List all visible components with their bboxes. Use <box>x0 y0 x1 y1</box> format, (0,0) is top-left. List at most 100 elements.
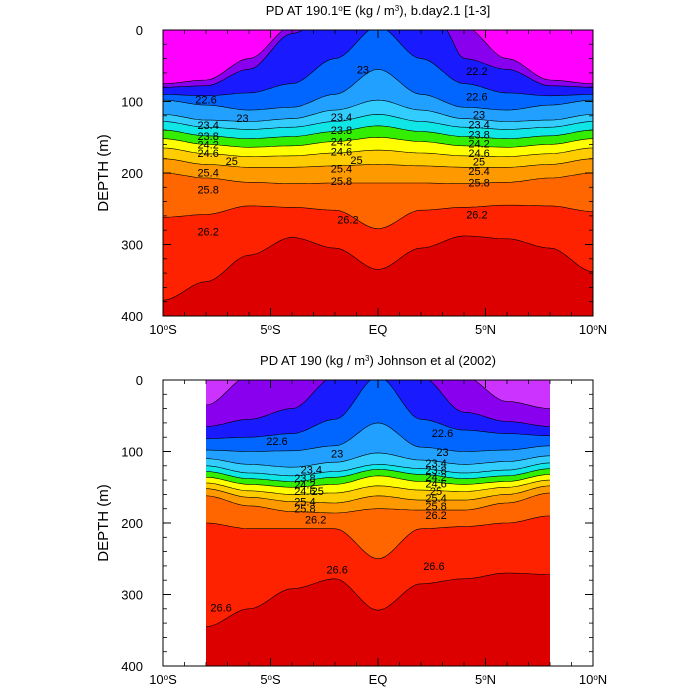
contour-label: 24.6 <box>197 148 218 160</box>
contour-line <box>163 99 593 122</box>
contour-label: 24.2 <box>294 479 315 491</box>
contour-label: 24.2 <box>468 139 489 151</box>
contour-label: 23 <box>473 109 485 121</box>
contour-line <box>205 462 551 477</box>
y-tick-label: 100 <box>121 445 143 460</box>
x-tick-label: 10oS <box>149 322 177 337</box>
contour-label: 25.4 <box>331 164 352 176</box>
contour-label: 22.6 <box>266 436 287 448</box>
x-tick-label: EQ <box>369 672 388 687</box>
contour-line <box>163 136 593 148</box>
contour-label: 25.8 <box>468 177 489 189</box>
chart-title: PD AT 190.1oE (kg / m3), b.day2.1 [1-3] <box>266 3 491 18</box>
contour-label: 24.6 <box>425 479 446 491</box>
x-tick-label: 10oS <box>149 672 177 687</box>
contour-line <box>205 452 551 468</box>
contour-label: 26.2 <box>337 214 358 226</box>
contour-line <box>163 158 593 168</box>
x-tick-label: 5oS <box>260 322 281 337</box>
contour-label: 23 <box>436 447 448 459</box>
contour-label: 25.8 <box>331 176 352 188</box>
contour-label: 24.6 <box>294 486 315 498</box>
contour-line <box>205 468 551 482</box>
chart-title: PD AT 190 (kg / m3) Johnson et al (2002) <box>260 353 496 368</box>
contour-line <box>205 474 551 488</box>
contour-line <box>205 485 551 504</box>
contour-label: 25.4 <box>197 167 218 179</box>
y-tick-label: 300 <box>121 588 143 603</box>
contour-label: 23 <box>331 449 343 461</box>
contour-label: 22.6 <box>432 428 453 440</box>
contour-label: 23 <box>357 64 369 76</box>
contour-label: 26.2 <box>197 227 218 239</box>
contour-label: 25 <box>350 155 362 167</box>
contour-line <box>163 30 593 84</box>
contour-label: 23.4 <box>425 458 446 470</box>
contour-line <box>163 204 593 230</box>
contour-label: 25.8 <box>197 184 218 196</box>
y-tick-label: 0 <box>136 373 143 388</box>
contour-label: 25 <box>226 156 238 168</box>
contour-label: 25.4 <box>425 493 446 505</box>
contour-line <box>205 515 551 560</box>
contour-label: 24.6 <box>331 147 352 159</box>
contour-label: 26.2 <box>425 510 446 522</box>
contour-line <box>163 68 593 111</box>
contour-label: 22.6 <box>195 94 216 106</box>
contour-line <box>205 380 551 427</box>
contour-line <box>205 572 550 627</box>
contour-label: 26.2 <box>466 209 487 221</box>
y-tick-label: 0 <box>136 23 143 38</box>
y-tick-label: 300 <box>121 238 143 253</box>
contour-label: 23.4 <box>197 120 218 132</box>
density-band <box>163 235 593 316</box>
contour-label: 23 <box>236 113 248 125</box>
contour-line <box>205 492 551 514</box>
x-tick-label: 10oN <box>579 672 607 687</box>
contour-label: 23.4 <box>301 464 322 476</box>
contour-label: 25.4 <box>468 166 489 178</box>
x-tick-label: 5oN <box>475 672 496 687</box>
x-tick-label: 5oS <box>260 672 281 687</box>
contour-label: 22.6 <box>466 91 487 103</box>
contour-label: 22.2 <box>466 66 487 78</box>
y-axis-label: DEPTH (m) <box>95 484 112 562</box>
contour-label: 25 <box>473 157 485 169</box>
contour-label: 23.8 <box>294 473 315 485</box>
contour-line <box>206 422 551 452</box>
contour-line <box>163 30 593 97</box>
contour-label: 25 <box>430 486 442 498</box>
contour-label: 23.8 <box>425 465 446 477</box>
y-tick-label: 200 <box>121 166 143 181</box>
contour-line <box>163 125 593 140</box>
contour-label: 24.6 <box>468 148 489 160</box>
contour-label: 24.2 <box>331 137 352 149</box>
contour-label: 24.2 <box>425 472 446 484</box>
contour-label: 24.2 <box>197 139 218 151</box>
contour-label: 23.4 <box>331 112 352 124</box>
contour-label: 25.4 <box>294 497 315 509</box>
contour-label: 23.8 <box>468 129 489 141</box>
density-band <box>206 573 550 666</box>
contour-line <box>205 380 551 409</box>
x-tick-label: 5oN <box>475 322 496 337</box>
y-tick-label: 400 <box>121 309 143 324</box>
contour-label: 23.8 <box>331 125 352 137</box>
contour-line <box>163 235 593 301</box>
contour-line <box>163 172 593 184</box>
contour-line <box>163 114 593 130</box>
contour-line <box>163 147 593 157</box>
contour-line <box>205 479 551 495</box>
x-tick-label: EQ <box>369 322 388 337</box>
contour-label: 23.8 <box>197 131 218 143</box>
contour-label: 26.6 <box>210 602 231 614</box>
contour-label: 26.2 <box>305 514 326 526</box>
contour-label: 25 <box>312 486 324 498</box>
contour-label: 25.8 <box>294 504 315 516</box>
contour-label: 26.6 <box>326 564 347 576</box>
contour-label: 26.6 <box>423 561 444 573</box>
y-tick-label: 100 <box>121 95 143 110</box>
contour-label: 25.8 <box>425 501 446 513</box>
